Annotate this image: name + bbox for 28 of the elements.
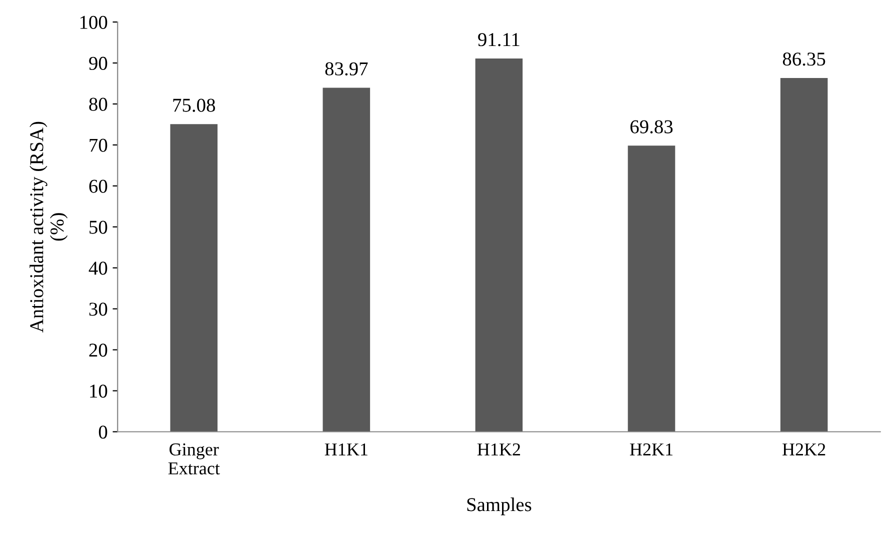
bar [628, 146, 676, 432]
y-tick-label: 20 [89, 344, 108, 357]
data-label: 69.83 [630, 120, 673, 134]
y-tick-label: 100 [80, 16, 108, 29]
y-tick-label: 90 [89, 56, 108, 70]
bar [322, 88, 370, 432]
y-tick-label: 80 [89, 98, 108, 111]
bar [170, 124, 218, 432]
data-label: 75.08 [173, 98, 216, 112]
data-label: 83.97 [325, 62, 368, 76]
y-axis-title: Antioxidant activity (RSA) (%) [30, 122, 68, 333]
x-tick-label: H2K1 [630, 443, 672, 456]
y-tick-label: 10 [90, 384, 108, 398]
x-tick-label: H1K2 [477, 443, 520, 456]
y-tick-label: 0 [98, 426, 108, 439]
bar [475, 58, 523, 432]
data-label: 91.11 [478, 33, 520, 46]
y-tick-label: 60 [89, 180, 108, 193]
x-tick-label: H1K1 [324, 443, 368, 456]
y-tick-label: 30 [89, 302, 108, 316]
x-axis-title: Samples [467, 498, 532, 516]
data-label: 86.35 [782, 52, 826, 66]
bar [780, 78, 828, 432]
y-tick-label: 40 [88, 262, 108, 275]
x-tick-label: H2K2 [782, 443, 826, 456]
x-tick-label: Ginger Extract [168, 443, 220, 474]
y-tick-label: 50 [90, 220, 108, 234]
y-tick-label: 70 [90, 138, 108, 152]
